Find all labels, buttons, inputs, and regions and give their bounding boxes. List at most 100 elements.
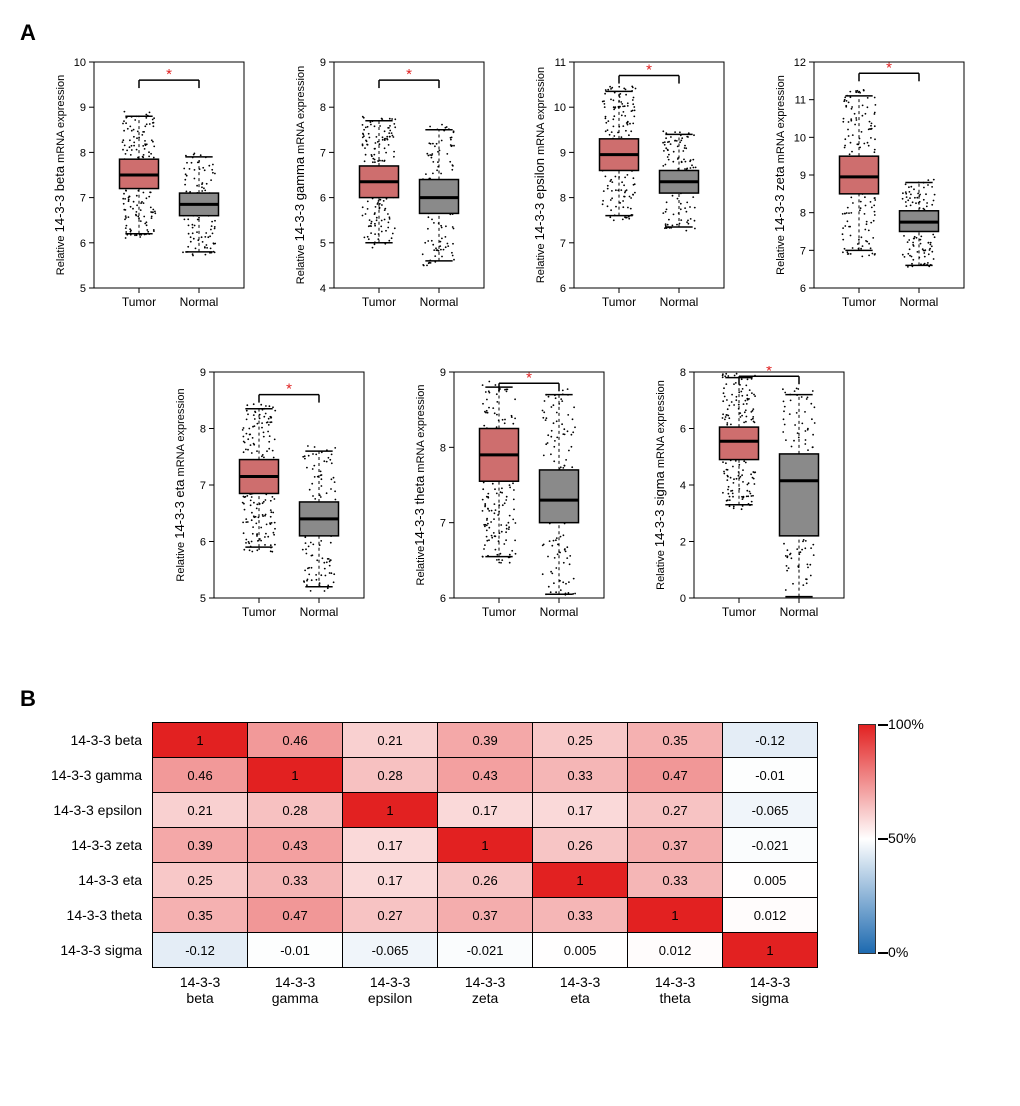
- boxplot-panel: 02468TumorNormal*Relative 14-3-3 sigma m…: [650, 366, 850, 626]
- colorbar-label-mid: 50%: [888, 830, 916, 846]
- heatmap-cell: 0.005: [533, 933, 628, 968]
- svg-text:*: *: [526, 369, 532, 386]
- heatmap-cell: 0.33: [248, 863, 343, 898]
- heatmap-col-label: 14-3-3epsilon: [343, 968, 438, 1008]
- heatmap-cell: 0.46: [248, 723, 343, 758]
- svg-text:Tumor: Tumor: [482, 605, 516, 619]
- boxplot-14-3-3-sigma: 02468TumorNormal*Relative 14-3-3 sigma m…: [650, 366, 850, 626]
- heatmap-cell: 0.25: [533, 723, 628, 758]
- svg-text:Relative 14-3-3 sigma mRNA exp: Relative 14-3-3 sigma mRNA expression: [652, 380, 667, 590]
- heatmap-cell: 0.43: [438, 758, 533, 793]
- boxplot-panel: 67891011TumorNormal*Relative 14-3-3 epsi…: [530, 56, 730, 316]
- svg-text:7: 7: [200, 480, 206, 492]
- svg-text:9: 9: [320, 57, 326, 69]
- heatmap-cell: 1: [343, 793, 438, 828]
- svg-text:Tumor: Tumor: [362, 295, 396, 309]
- heatmap-cell: -0.01: [248, 933, 343, 968]
- heatmap-row-label: 14-3-3 eta: [50, 863, 153, 898]
- heatmap-cell: 0.17: [343, 828, 438, 863]
- heatmap-col-label: 14-3-3beta: [153, 968, 248, 1008]
- colorbar: 100% 50% 0%: [858, 724, 938, 956]
- svg-text:9: 9: [80, 102, 86, 114]
- svg-text:Relative14-3-3 theta mRNA expr: Relative14-3-3 theta mRNA expression: [412, 385, 427, 586]
- svg-text:9: 9: [800, 170, 806, 182]
- heatmap-row-label: 14-3-3 epsilon: [50, 793, 153, 828]
- boxplots-container: 5 6 7 8 9 10 Tumor Normal * Relative 14-3-3 beta …: [50, 56, 1000, 626]
- heatmap-cell: -0.12: [723, 723, 818, 758]
- svg-text:9: 9: [200, 367, 206, 379]
- svg-text:4: 4: [320, 283, 326, 295]
- boxplot-panel: 5678910TumorNormal*Relative 14-3-3 beta …: [50, 56, 250, 316]
- boxplot-panel: 56789TumorNormal*Relative 14-3-3 eta mRN…: [170, 366, 370, 626]
- heatmap-cell: 0.33: [628, 863, 723, 898]
- svg-text:Tumor: Tumor: [722, 605, 756, 619]
- heatmap-cell: 1: [248, 758, 343, 793]
- heatmap-cell: 0.47: [628, 758, 723, 793]
- panel-b-label: B: [20, 686, 1000, 712]
- svg-text:4: 4: [680, 480, 686, 492]
- heatmap-cell: 0.17: [343, 863, 438, 898]
- heatmap-cell: 0.35: [153, 898, 248, 933]
- svg-text:10: 10: [554, 102, 566, 114]
- heatmap-cell: 0.17: [533, 793, 628, 828]
- svg-text:Tumor: Tumor: [602, 295, 636, 309]
- heatmap-col-label: 14-3-3theta: [628, 968, 723, 1008]
- heatmap-cell: 0.26: [533, 828, 628, 863]
- svg-text:7: 7: [80, 193, 86, 205]
- svg-text:*: *: [406, 66, 412, 83]
- svg-text:2: 2: [680, 537, 686, 549]
- heatmap-cell: 1: [533, 863, 628, 898]
- svg-text:Relative 14-3-3 beta mRNA expr: Relative 14-3-3 beta mRNA expression: [52, 75, 67, 275]
- svg-text:5: 5: [320, 238, 326, 250]
- svg-text:9: 9: [440, 367, 446, 379]
- boxplot-14-3-3-zeta: 6789101112TumorNormal*Relative 14-3-3 ze…: [770, 56, 970, 316]
- svg-text:8: 8: [560, 193, 566, 205]
- heatmap-cell: -0.12: [153, 933, 248, 968]
- heatmap-cell: 0.39: [438, 723, 533, 758]
- heatmap-cell: 0.005: [723, 863, 818, 898]
- svg-text:Tumor: Tumor: [122, 295, 156, 309]
- heatmap-cell: 0.26: [438, 863, 533, 898]
- heatmap-cell: 0.28: [248, 793, 343, 828]
- svg-text:6: 6: [320, 193, 326, 205]
- heatmap-row-label: 14-3-3 zeta: [50, 828, 153, 863]
- svg-text:9: 9: [560, 147, 566, 159]
- heatmap-cell: 0.28: [343, 758, 438, 793]
- colorbar-label-bot: 0%: [888, 944, 908, 960]
- heatmap-cell: 1: [628, 898, 723, 933]
- heatmap-cell: 0.47: [248, 898, 343, 933]
- svg-text:10: 10: [74, 57, 86, 69]
- svg-text:11: 11: [555, 57, 566, 69]
- heatmap-cell: 1: [438, 828, 533, 863]
- heatmap-col-label: 14-3-3eta: [533, 968, 628, 1008]
- svg-text:7: 7: [800, 245, 806, 257]
- heatmap-col-label: 14-3-3gamma: [248, 968, 343, 1008]
- svg-text:6: 6: [800, 283, 806, 295]
- heatmap-cell: 0.21: [153, 793, 248, 828]
- boxplot-14-3-3-beta: 5678910TumorNormal*Relative 14-3-3 beta …: [50, 56, 250, 316]
- svg-text:11: 11: [795, 95, 806, 107]
- heatmap-row-label: 14-3-3 beta: [50, 723, 153, 758]
- svg-text:6: 6: [440, 593, 446, 605]
- heatmap-cell: 0.27: [343, 898, 438, 933]
- heatmap-col-label: 14-3-3sigma: [723, 968, 818, 1008]
- svg-text:*: *: [646, 62, 652, 79]
- heatmap-wrapper: 14-3-3 beta10.460.210.390.250.35-0.1214-…: [50, 722, 1000, 1007]
- svg-text:*: *: [886, 59, 892, 76]
- heatmap-cell: 0.33: [533, 758, 628, 793]
- heatmap-cell: -0.065: [343, 933, 438, 968]
- heatmap-cell: 0.012: [628, 933, 723, 968]
- svg-text:Tumor: Tumor: [842, 295, 876, 309]
- colorbar-label-top: 100%: [888, 716, 924, 732]
- heatmap-row-label: 14-3-3 gamma: [50, 758, 153, 793]
- heatmap-cell: 0.46: [153, 758, 248, 793]
- svg-text:Normal: Normal: [300, 605, 339, 619]
- svg-text:5: 5: [80, 283, 86, 295]
- svg-text:0: 0: [680, 593, 686, 605]
- svg-text:5: 5: [200, 593, 206, 605]
- heatmap-cell: 0.33: [533, 898, 628, 933]
- heatmap-cell: -0.021: [723, 828, 818, 863]
- svg-text:Relative 14-3-3 eta mRNA expre: Relative 14-3-3 eta mRNA expression: [172, 388, 187, 581]
- heatmap-row-label: 14-3-3 sigma: [50, 933, 153, 968]
- svg-text:8: 8: [680, 367, 686, 379]
